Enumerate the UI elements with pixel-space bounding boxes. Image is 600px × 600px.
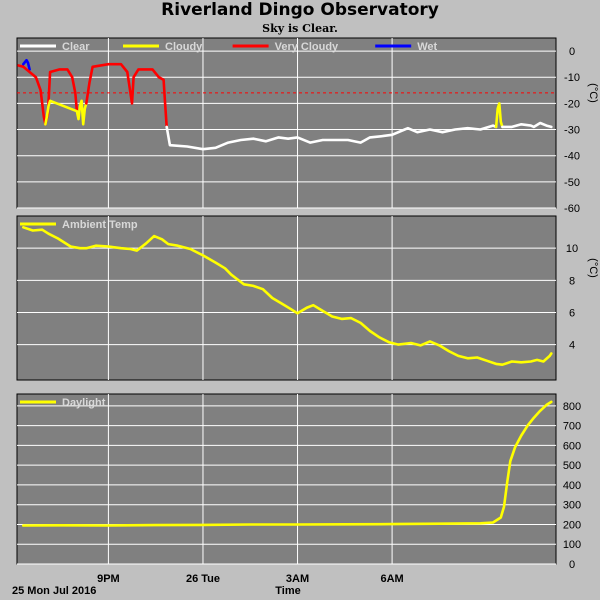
sky-series-cloudy [494, 102, 504, 129]
date-label: 25 Mon Jul 2016 [12, 585, 96, 597]
daylight-series-daylight [22, 400, 553, 527]
gridlines [17, 38, 556, 565]
sky-series-cloudy [44, 99, 88, 126]
plot-frames [16, 37, 557, 565]
sky-ytick-label: -40 [564, 151, 580, 163]
sky-ytick-label: -30 [564, 125, 580, 137]
sky-series-very-cloudy [85, 62, 168, 129]
ambient-temp-ytick-label: 4 [569, 340, 575, 352]
legends: Clear Cloudy Very Cloudy Wet Ambient Temp Day… [20, 41, 438, 409]
sky-series-clear [165, 124, 498, 151]
xtick-label: 26 Tue [186, 573, 220, 585]
legend-label-cloudy: Cloudy [165, 41, 203, 53]
sky-ytick-label: -20 [564, 98, 580, 110]
sky-status-subtitle: Sky is Clear. [262, 22, 338, 35]
daylight-ytick-label: 500 [563, 460, 581, 472]
x-axis-title: Time [275, 585, 300, 597]
daylight-ytick-label: 700 [563, 421, 581, 433]
sky-ytick-label: -50 [564, 177, 580, 189]
legend-label-ambient-temp: Ambient Temp [62, 219, 138, 231]
sky-ytick-label: 0 [569, 46, 575, 58]
daylight-ytick-label: 200 [563, 519, 581, 531]
ambient-temp-plot-area [16, 215, 557, 381]
sky-ytick-label: -60 [564, 203, 580, 215]
sky-plot-area [16, 37, 557, 209]
xtick-label: 6AM [380, 573, 403, 585]
ambient-temp-ytick-label: 8 [569, 275, 575, 287]
xtick-label: 3AM [286, 573, 309, 585]
legend-label-daylight: Daylight [62, 397, 106, 409]
sky-series-wet [22, 58, 31, 71]
daylight-ytick-label: 800 [563, 401, 581, 413]
daylight-ytick-label: 600 [563, 440, 581, 452]
daylight-ytick-label: 0 [569, 559, 575, 571]
legend-label-wet: Wet [417, 41, 437, 53]
ambient-temp-ylabel: (°C) [587, 258, 599, 278]
page-title: Riverland Dingo Observatory [161, 0, 439, 20]
axis-labels: 0 -10 -20 -30 -40 -50 -60 (°C) 4 6 8 10 (°C) 0 100 200 3… [97, 46, 599, 585]
sky-series-clear [501, 121, 553, 129]
xtick-label: 9PM [97, 573, 120, 585]
legend-label-very-cloudy: Very Cloudy [275, 41, 339, 53]
daylight-ytick-label: 400 [563, 480, 581, 492]
ambient-temp-ytick-label: 10 [566, 243, 578, 255]
daylight-plot-area [16, 393, 557, 565]
sky-ytick-label: -10 [564, 72, 580, 84]
ambient-temp-series-ambient-temp [22, 226, 553, 366]
ambient-temp-ytick-label: 6 [569, 307, 575, 319]
sky-ylabel: (°C) [587, 83, 599, 103]
legend-label-clear: Clear [62, 41, 90, 53]
daylight-ytick-label: 300 [563, 500, 581, 512]
daylight-ytick-label: 100 [563, 539, 581, 551]
data-lines [17, 58, 556, 527]
